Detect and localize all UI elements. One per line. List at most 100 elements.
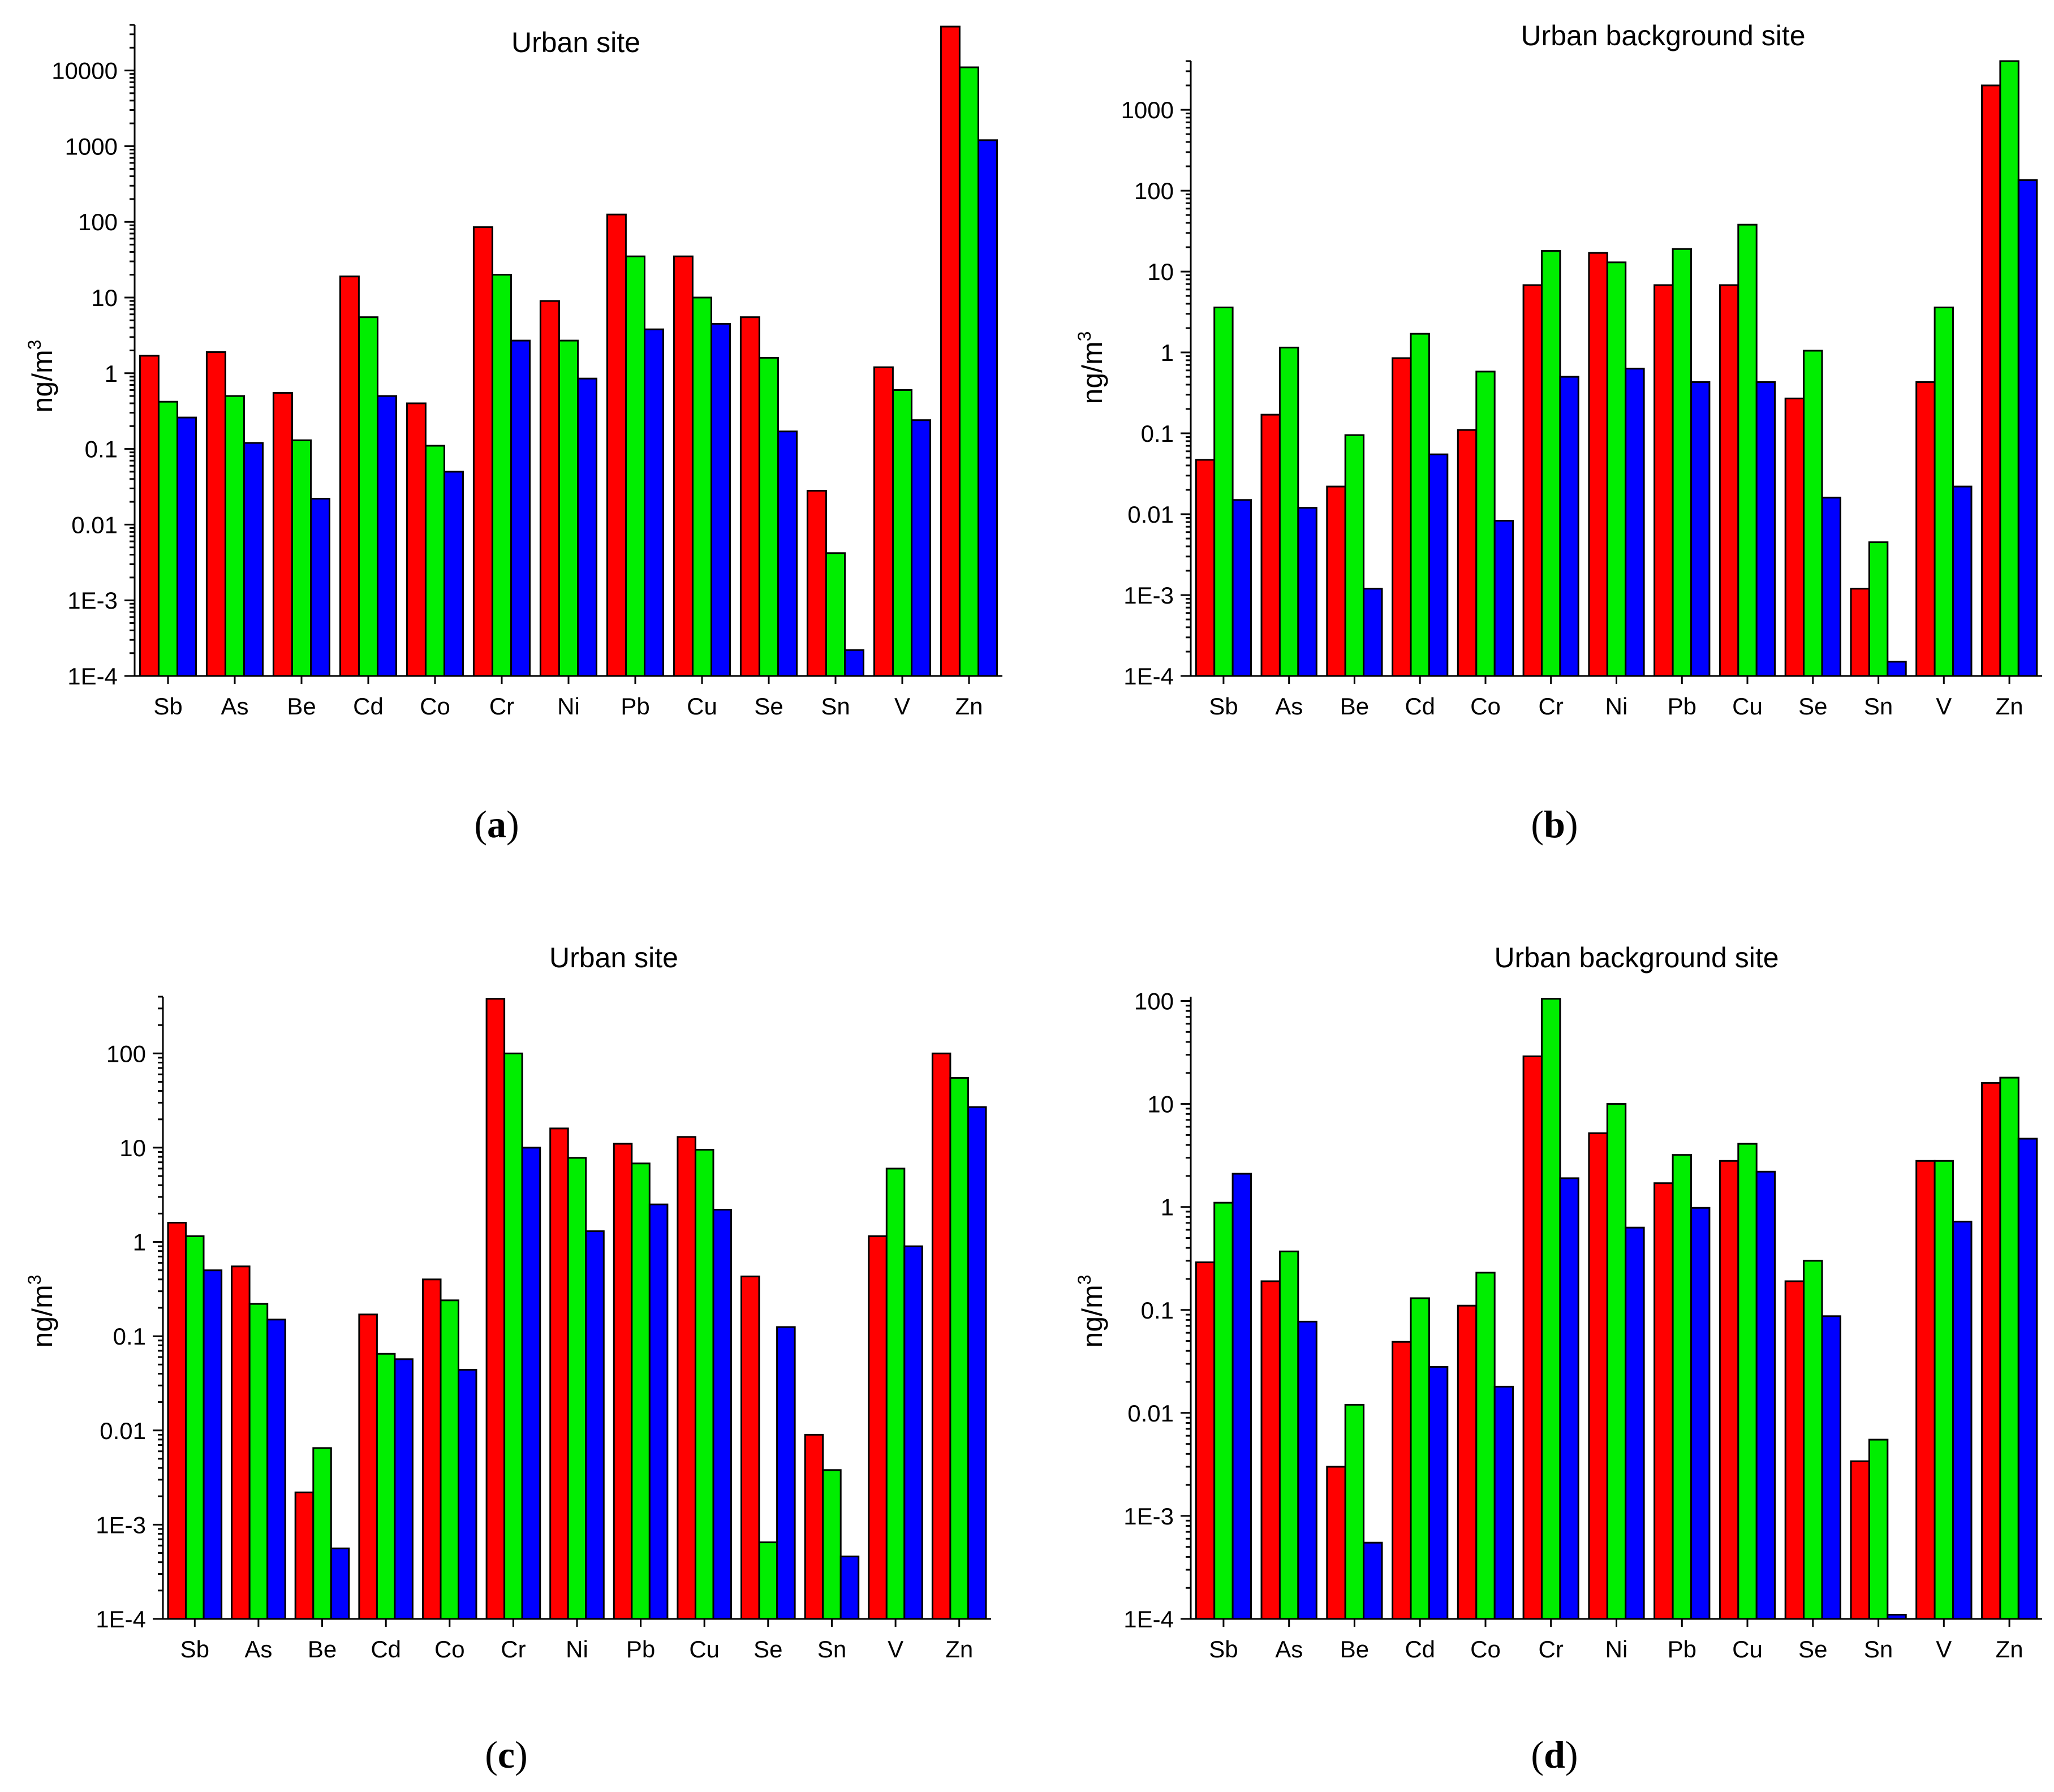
y-tick-label: 0.1 — [1141, 420, 1174, 447]
x-tick-label-cu: Cu — [689, 1636, 720, 1662]
y-tick-label: 100 — [1134, 988, 1174, 1015]
y-tick-label: 10 — [91, 285, 118, 311]
bar-cd-series-3 — [1428, 1365, 1449, 1620]
bar-as-series-3 — [1297, 1320, 1317, 1620]
y-axis-label: ng/m3 — [1074, 331, 1108, 404]
bar-cr-series-3 — [1559, 376, 1579, 677]
bar-zn-series-1 — [940, 25, 961, 677]
bar-be-series-2 — [1344, 1403, 1365, 1620]
bar-ni-series-1 — [539, 300, 560, 677]
bar-pb-series-3 — [648, 1203, 669, 1620]
bar-v-series-3 — [1952, 1221, 1973, 1620]
bar-cr-series-2 — [503, 1052, 523, 1620]
plot-area: 1E-4 1E-3 0.01 0.1 1 10 100 Sb As Be Cd Co Cr Ni Pb Cu S… — [96, 996, 991, 1662]
bar-cr-series-1 — [472, 226, 493, 677]
bar-zn-series-2 — [1999, 60, 2019, 677]
bar-cd-series-1 — [1392, 1341, 1412, 1620]
bar-ni-series-2 — [1606, 261, 1627, 677]
x-tick-label-be: Be — [1340, 693, 1369, 720]
plot-area: 1E-4 1E-3 0.01 0.1 1 10 100 Sb As Be Cd Co Cr Ni Pb Cu S… — [1123, 988, 2042, 1662]
y-tick-label: 10 — [1147, 1091, 1174, 1118]
x-tick-label-se: Se — [1798, 1636, 1827, 1662]
panel-caption: (c) — [485, 1733, 528, 1776]
y-tick-label: 1E-3 — [96, 1511, 146, 1538]
y-tick-label: 1E-4 — [96, 1606, 146, 1632]
bar-zn-series-2 — [959, 66, 979, 677]
bar-cd-series-2 — [1410, 1297, 1430, 1620]
chart-panel-d: Urban background site 1E-4 1E-3 0.01 0.1 1 10… — [1074, 942, 2042, 1776]
x-tick-label-cd: Cd — [353, 693, 384, 720]
bar-sb-series-3 — [176, 416, 197, 677]
bar-zn-series-2 — [1999, 1076, 2019, 1620]
bar-se-series-3 — [1821, 1315, 1841, 1620]
y-tick-label: 10 — [119, 1135, 146, 1161]
bar-be-series-3 — [1363, 1541, 1383, 1620]
bar-pb-series-1 — [1653, 284, 1674, 677]
y-tick-label: 1000 — [1121, 97, 1174, 123]
bar-ni-series-3 — [1625, 368, 1645, 677]
x-tick-label-as: As — [244, 1636, 272, 1662]
bar-cu-series-2 — [1737, 1143, 1758, 1620]
x-tick-label-co: Co — [1470, 693, 1501, 720]
y-tick-label: 1E-3 — [1123, 582, 1174, 609]
x-tick-label-be: Be — [1340, 1636, 1369, 1662]
bar-zn-series-3 — [2017, 179, 2038, 677]
bar-ni-series-2 — [1606, 1103, 1627, 1620]
bar-as-series-3 — [266, 1319, 286, 1620]
bar-sb-series-2 — [1213, 307, 1234, 677]
bar-co-series-3 — [1493, 520, 1514, 677]
chart-panel-c: Urban site 1E-4 1E-3 0.01 0.1 1 10 100 Sb As Be Cd… — [24, 942, 991, 1776]
y-tick-label: 0.01 — [100, 1418, 146, 1444]
x-tick-label-cd: Cd — [1405, 693, 1435, 720]
bar-pb-series-3 — [644, 328, 664, 677]
bar-se-series-3 — [776, 1326, 796, 1620]
y-tick-label: 100 — [1134, 178, 1174, 204]
bar-cr-series-1 — [485, 998, 506, 1620]
bar-se-series-1 — [740, 1276, 760, 1620]
bar-cd-series-2 — [358, 316, 378, 677]
y-tick-label: 0.1 — [113, 1323, 146, 1350]
x-tick-label-be: Be — [308, 1636, 337, 1662]
panel-caption-letter: b — [1544, 803, 1565, 846]
bar-sn-series-1 — [806, 490, 827, 677]
bar-sb-series-1 — [139, 355, 160, 677]
bar-sb-series-2 — [158, 400, 178, 677]
y-tick-label: 0.01 — [1127, 501, 1174, 528]
bar-be-series-1 — [272, 392, 293, 677]
bar-cu-series-1 — [677, 1136, 696, 1620]
panel-caption: (d) — [1531, 1733, 1578, 1776]
bar-sb-series-1 — [167, 1222, 187, 1620]
bar-as-series-2 — [248, 1303, 269, 1620]
bar-as-series-1 — [231, 1265, 251, 1620]
panel-caption-letter: a — [487, 803, 506, 846]
bar-ni-series-1 — [549, 1127, 569, 1620]
y-axis-label-exponent: 3 — [24, 1275, 45, 1285]
bar-co-series-3 — [443, 471, 464, 677]
y-axis-label-exponent: 3 — [1074, 1275, 1095, 1285]
bar-pb-series-2 — [631, 1162, 651, 1620]
x-tick-label-sb: Sb — [180, 1636, 209, 1662]
bar-zn-series-3 — [978, 139, 998, 677]
x-tick-label-be: Be — [287, 693, 316, 720]
bar-cd-series-3 — [377, 395, 397, 677]
y-tick-label: 1E-4 — [1123, 663, 1174, 690]
x-tick-label-as: As — [1275, 1636, 1303, 1662]
bar-se-series-1 — [739, 316, 760, 677]
bar-sn-series-3 — [839, 1556, 860, 1620]
y-axis-label-base: ng/m — [1076, 341, 1108, 404]
y-tick-label: 1E-4 — [67, 663, 118, 690]
bar-sn-series-2 — [1868, 541, 1889, 677]
y-axis-label-base: ng/m — [27, 350, 58, 412]
x-tick-label-zn: Zn — [945, 1636, 973, 1662]
bar-v-series-2 — [892, 389, 912, 677]
bar-sb-series-3 — [203, 1269, 223, 1620]
x-tick-label-pb: Pb — [1668, 1636, 1696, 1662]
bar-v-series-1 — [873, 366, 894, 677]
bar-cu-series-3 — [1755, 381, 1776, 677]
bar-co-series-1 — [422, 1278, 442, 1620]
chart-title: Urban background site — [1494, 942, 1779, 973]
y-tick-label: 100 — [78, 209, 118, 235]
bar-be-series-2 — [291, 439, 312, 677]
bar-pb-series-1 — [1653, 1182, 1674, 1620]
x-tick-label-sn: Sn — [1864, 1636, 1893, 1662]
